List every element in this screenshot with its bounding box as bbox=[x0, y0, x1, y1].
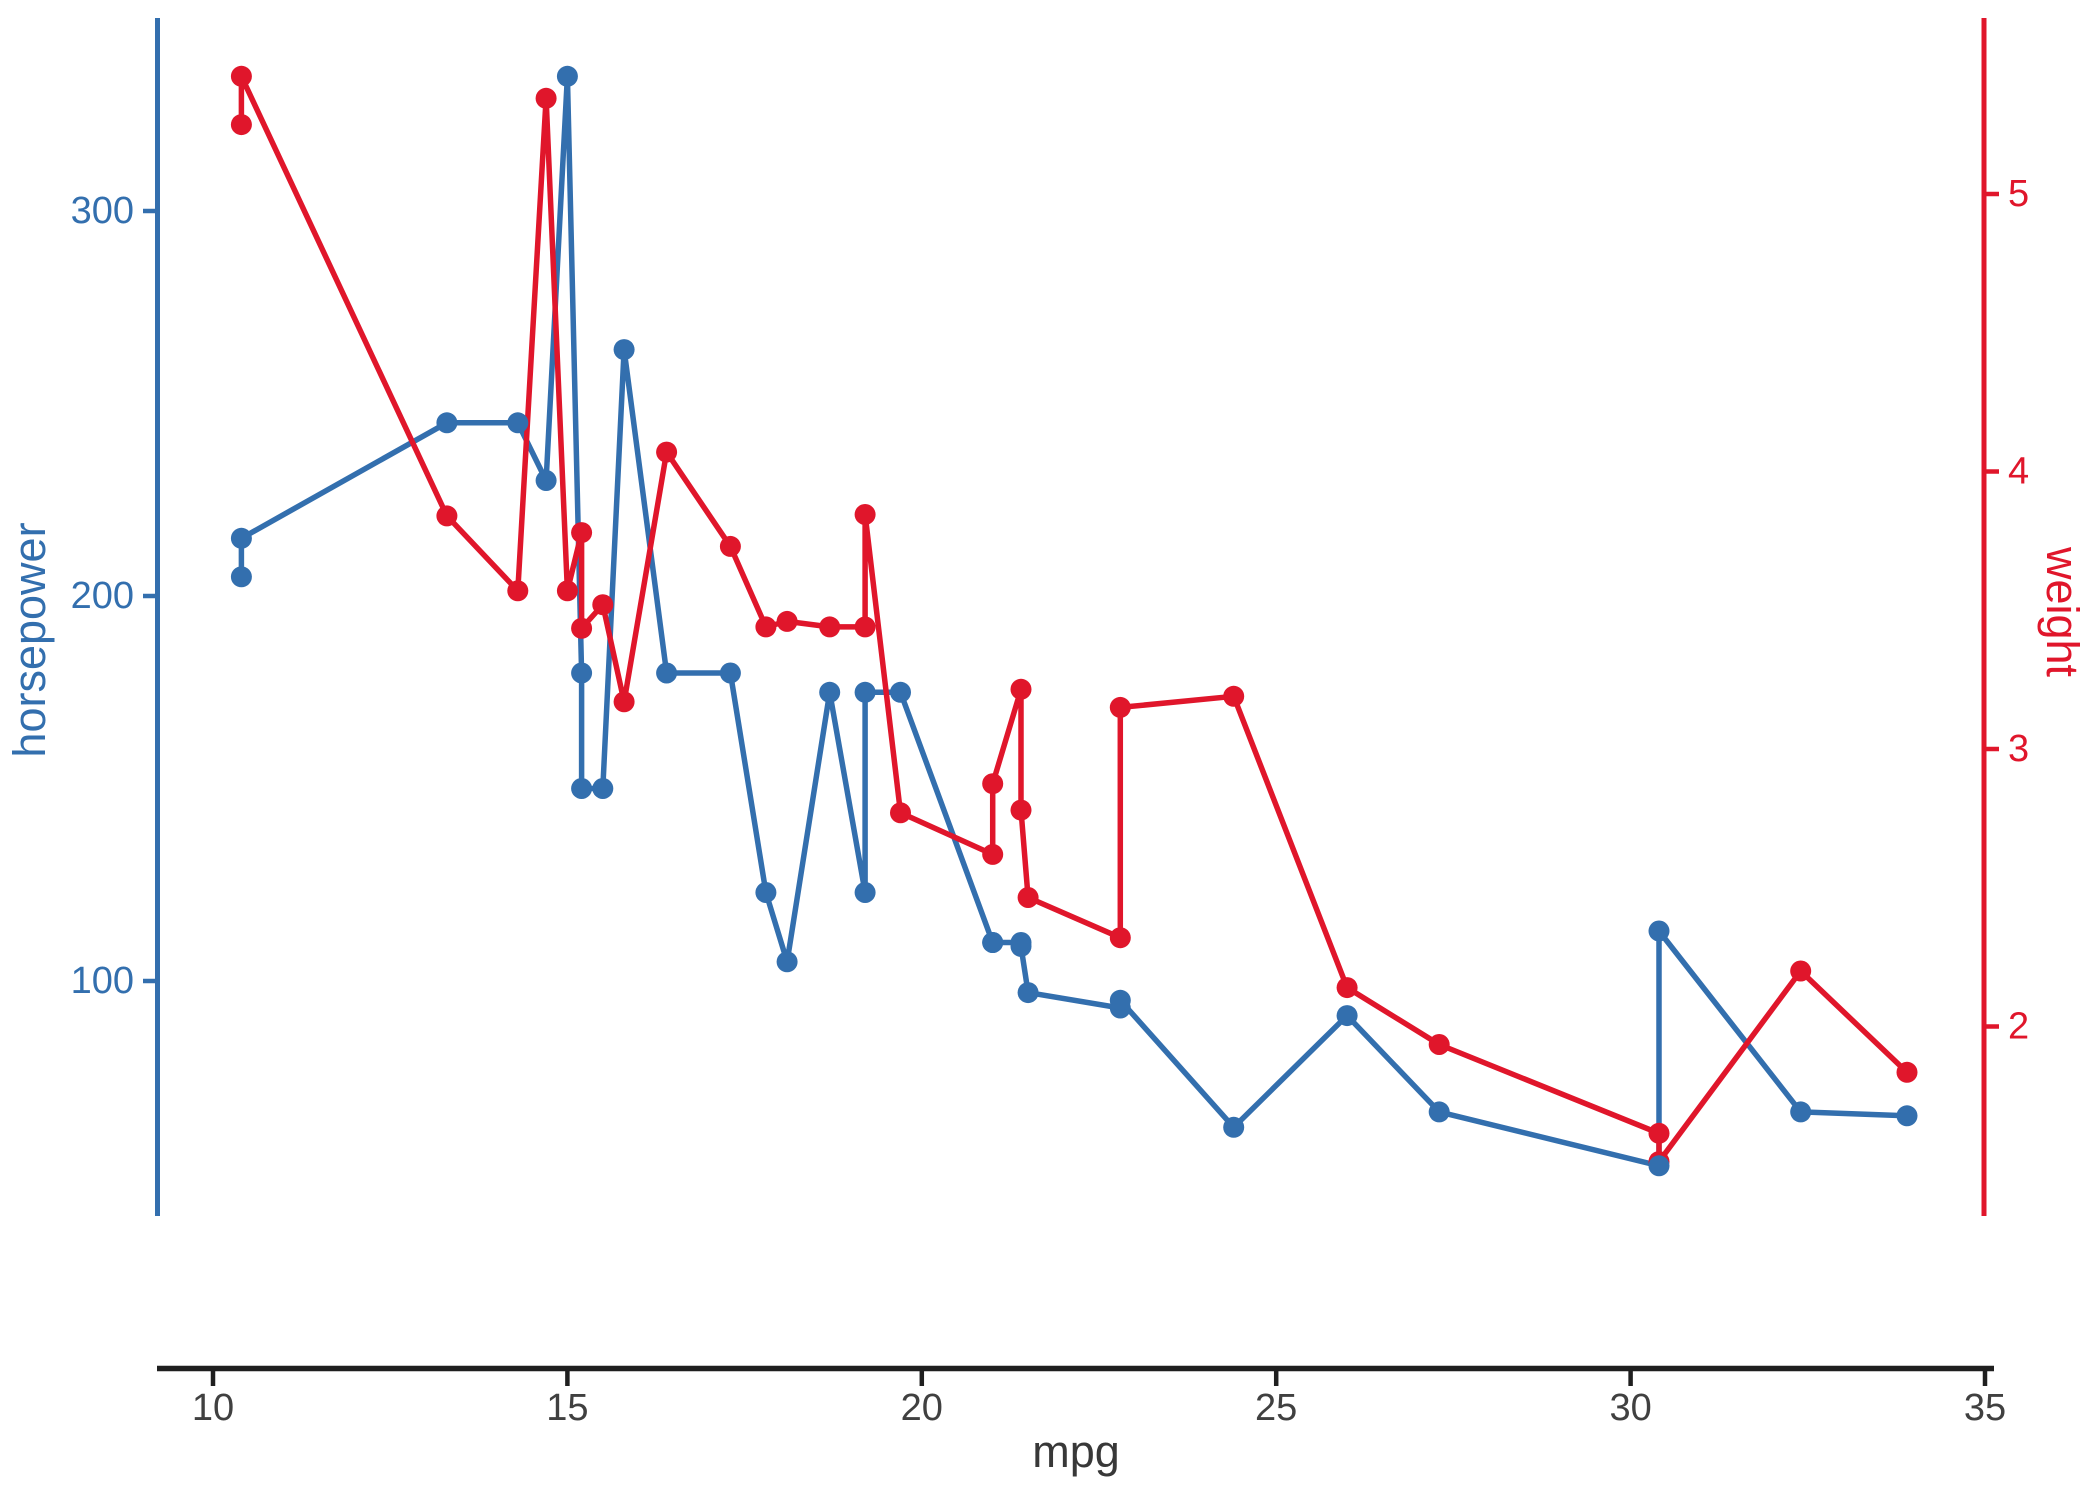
weight-point bbox=[1896, 1061, 1918, 1083]
horsepower-point bbox=[571, 662, 593, 684]
weight-point bbox=[613, 691, 635, 713]
weight-point bbox=[719, 535, 741, 557]
weight-point bbox=[982, 773, 1004, 795]
horsepower-point bbox=[230, 527, 252, 549]
horsepower-point bbox=[854, 882, 876, 903]
right-axis-tick-label: 3 bbox=[2008, 728, 2029, 770]
weight-point bbox=[571, 522, 593, 544]
x-axis-tick-label: 30 bbox=[1609, 1387, 1651, 1429]
horsepower-point bbox=[507, 412, 529, 434]
horsepower-point bbox=[1336, 1005, 1358, 1027]
horsepower-point bbox=[982, 932, 1004, 953]
horsepower-point bbox=[1428, 1101, 1450, 1123]
horsepower-point bbox=[1790, 1101, 1812, 1123]
x-axis-tick-label: 20 bbox=[901, 1387, 943, 1429]
weight-point bbox=[507, 580, 529, 602]
horsepower-point bbox=[592, 778, 614, 799]
weight-point bbox=[1109, 696, 1131, 718]
horsepower-point bbox=[556, 65, 578, 87]
horsepower-line bbox=[238, 73, 1910, 1169]
horsepower-point bbox=[755, 882, 777, 903]
horsepower-point bbox=[656, 662, 678, 684]
weight-point bbox=[556, 580, 578, 602]
horsepower-point bbox=[1648, 1155, 1670, 1177]
horsepower-point bbox=[1648, 920, 1670, 942]
weight-point bbox=[535, 87, 557, 109]
horsepower-point bbox=[819, 681, 841, 703]
weight-point bbox=[1336, 977, 1358, 999]
weight-point bbox=[1109, 927, 1131, 949]
weight-point bbox=[592, 594, 614, 616]
x-axis-tick-label: 35 bbox=[1964, 1387, 2006, 1429]
weight-point bbox=[230, 65, 252, 87]
weight-point bbox=[1010, 678, 1032, 700]
weight-point bbox=[854, 616, 876, 638]
horsepower-point bbox=[1896, 1105, 1918, 1127]
weight-point bbox=[656, 441, 678, 463]
x-axis-tick-label: 10 bbox=[192, 1387, 234, 1429]
horsepower-point bbox=[436, 412, 458, 434]
horsepower-point bbox=[230, 566, 252, 588]
weight-point bbox=[1790, 960, 1812, 982]
x-axis-tick-label: 15 bbox=[546, 1387, 588, 1429]
weight-point bbox=[890, 802, 911, 824]
horsepower-point bbox=[571, 778, 593, 799]
weight-point bbox=[982, 843, 1004, 865]
weight-point bbox=[755, 616, 777, 638]
left-axis-tick-label: 200 bbox=[71, 575, 134, 617]
weight-point bbox=[854, 504, 876, 525]
x-axis-title: mpg bbox=[1032, 1426, 1120, 1477]
left-axis-tick-label: 300 bbox=[71, 190, 134, 232]
weight-point bbox=[1428, 1034, 1450, 1055]
weight-point bbox=[1010, 799, 1032, 821]
horsepower-point bbox=[1010, 935, 1032, 957]
left-axis-tick-label: 100 bbox=[71, 960, 134, 1002]
weight-point bbox=[1223, 685, 1245, 707]
left-axis-title: horsepower bbox=[4, 522, 55, 758]
x-axis-tick-label: 25 bbox=[1255, 1387, 1297, 1429]
weight-point bbox=[571, 617, 593, 639]
weight-point bbox=[819, 616, 841, 638]
right-axis-title: weight bbox=[2037, 546, 2088, 678]
horsepower-point bbox=[854, 681, 876, 703]
weight-point bbox=[776, 610, 798, 632]
horsepower-point bbox=[890, 681, 911, 703]
horsepower-point bbox=[613, 339, 635, 361]
horsepower-point bbox=[1109, 989, 1131, 1011]
horsepower-point bbox=[1223, 1116, 1245, 1138]
right-axis-tick-label: 2 bbox=[2008, 1006, 2029, 1048]
weight-point bbox=[230, 114, 252, 136]
horsepower-point bbox=[535, 470, 557, 491]
weight-point bbox=[436, 505, 458, 527]
right-axis-tick-label: 5 bbox=[2008, 173, 2029, 215]
horsepower-point bbox=[719, 662, 741, 684]
right-axis-tick-label: 4 bbox=[2008, 451, 2029, 493]
weight-point bbox=[1648, 1122, 1670, 1144]
weight-point bbox=[1017, 887, 1039, 908]
horsepower-point bbox=[1017, 982, 1039, 1004]
horsepower-point bbox=[776, 951, 798, 973]
